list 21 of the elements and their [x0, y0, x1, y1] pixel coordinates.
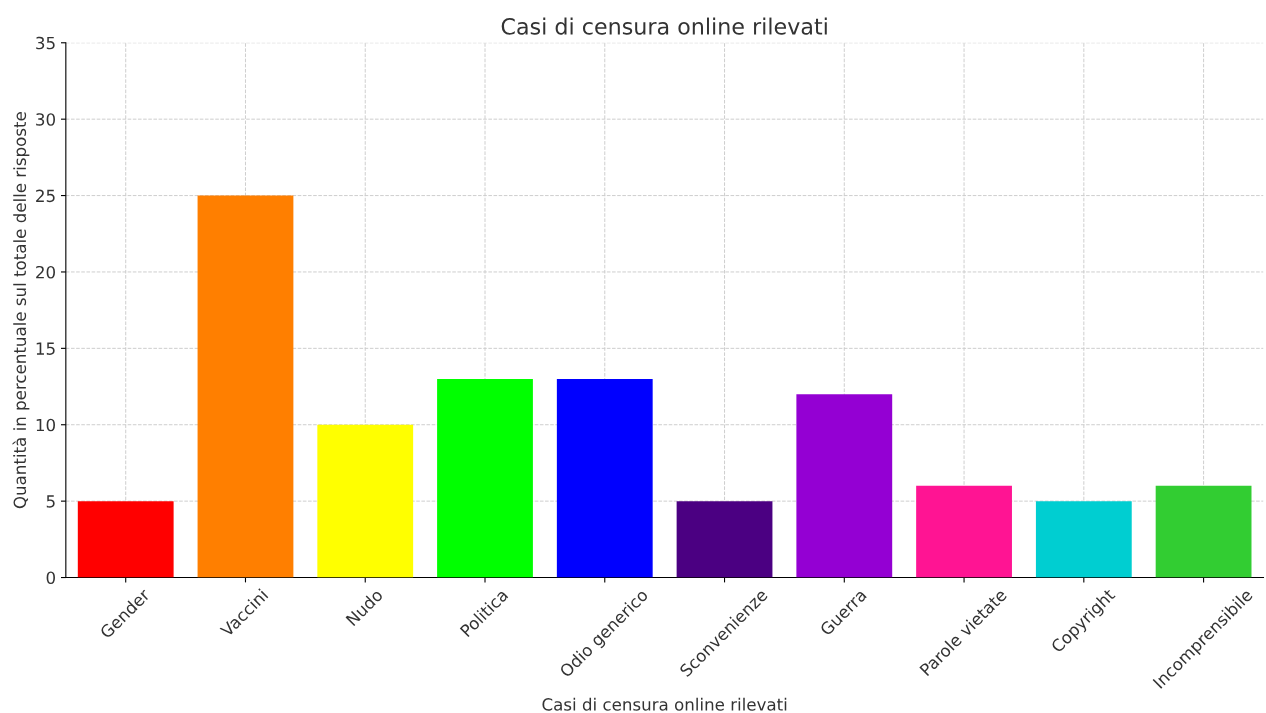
- bar: [676, 501, 773, 578]
- bar: [317, 424, 414, 578]
- chart-title: Casi di censura online rilevati: [501, 17, 827, 35]
- bar: [556, 378, 653, 578]
- bar: [77, 501, 174, 578]
- y-tick-label: 20: [36, 265, 55, 279]
- y-tick-label: 35: [36, 36, 55, 50]
- y-tick-label: 15: [36, 342, 55, 355]
- y-tick-label: 10: [36, 418, 55, 432]
- x-axis-title: Casi di censura online rilevati: [542, 697, 787, 711]
- bar: [197, 195, 294, 578]
- y-tick-label: 5: [46, 495, 55, 508]
- y-tick-label: 25: [36, 189, 55, 203]
- bar: [916, 485, 1012, 578]
- bar: [1155, 485, 1252, 578]
- bar: [437, 378, 533, 578]
- y-axis-title: Quantità in percentuale sul totale delle risposte: [12, 112, 30, 509]
- bar: [796, 394, 893, 578]
- bar: [1035, 501, 1132, 578]
- y-tick-label: 30: [36, 113, 55, 126]
- y-tick-label: 0: [46, 571, 55, 585]
